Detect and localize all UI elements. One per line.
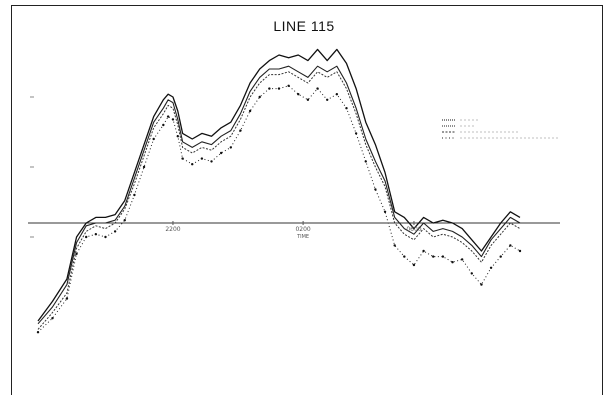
- series-3-point-46: [470, 272, 473, 275]
- series-3-point-6: [104, 235, 107, 239]
- series-3-point-43: [441, 255, 445, 258]
- series-3-point-4: [85, 235, 88, 239]
- series-3-point-5: [94, 233, 98, 236]
- series-3-point-37: [383, 210, 387, 213]
- series-3-point-15: [176, 135, 179, 138]
- series-3-point-27: [287, 84, 290, 88]
- series-3-point-31: [326, 98, 329, 102]
- series-3-point-19: [210, 160, 213, 163]
- series-3-point-20: [219, 151, 223, 155]
- series-3-point-13: [166, 115, 170, 118]
- series-3-point-11: [152, 137, 155, 141]
- series-line-2: [37, 71, 521, 330]
- series-3-point-16: [181, 157, 184, 160]
- series-3-point-9: [133, 193, 136, 197]
- series-3-point-8: [123, 219, 126, 222]
- series-3-point-14: [171, 118, 175, 121]
- series-3-point-34: [354, 132, 358, 135]
- series-3-point-29: [306, 98, 310, 102]
- series-3-point-23: [248, 109, 252, 113]
- series-line-0: [37, 48, 521, 322]
- series-3-point-28: [297, 93, 300, 96]
- series-3-point-2: [65, 297, 69, 300]
- series-3-point-42: [432, 255, 435, 258]
- series-line-1: [37, 65, 521, 325]
- chart-title: LINE 115: [273, 18, 335, 34]
- series-3-point-22: [239, 129, 242, 132]
- series-3-point-51: [518, 249, 522, 253]
- series-3-point-48: [489, 266, 493, 269]
- x-tick-label-0200: 0200: [295, 226, 310, 233]
- series-3-point-12: [162, 123, 165, 127]
- series-3-point-10: [142, 165, 146, 169]
- series-3-point-47: [480, 283, 483, 286]
- series-3-point-32: [335, 93, 339, 96]
- chart-frame: [11, 5, 603, 395]
- series-3-point-30: [316, 87, 319, 90]
- series-3-point-40: [412, 263, 416, 267]
- series-3-point-38: [393, 244, 396, 247]
- series-3-point-3: [75, 252, 78, 255]
- series-3-point-33: [345, 107, 348, 110]
- series-3-point-35: [364, 160, 367, 163]
- series-3-point-49: [499, 255, 502, 258]
- series-3-point-26: [277, 87, 281, 90]
- series-3-point-18: [200, 157, 204, 160]
- series-3-point-24: [258, 95, 261, 99]
- x-tick-label-2200: 2200: [165, 226, 180, 233]
- series-3-point-50: [509, 244, 512, 247]
- series-3-point-44: [451, 261, 454, 264]
- series-3-point-39: [403, 255, 406, 258]
- x-axis-label: TIME: [296, 234, 309, 240]
- series-3-point-41: [422, 249, 425, 253]
- series-line-3: [37, 85, 521, 333]
- series-3-point-25: [268, 87, 271, 90]
- series-3-point-17: [191, 163, 194, 166]
- series-3-point-36: [374, 188, 377, 191]
- series-3-point-1: [51, 317, 54, 320]
- x-tick-label-0600: 0600: [406, 226, 421, 233]
- series-3-point-0: [36, 331, 40, 334]
- series-3-point-7: [113, 230, 117, 233]
- series-3-point-45: [460, 258, 464, 261]
- series-3-point-21: [229, 146, 232, 149]
